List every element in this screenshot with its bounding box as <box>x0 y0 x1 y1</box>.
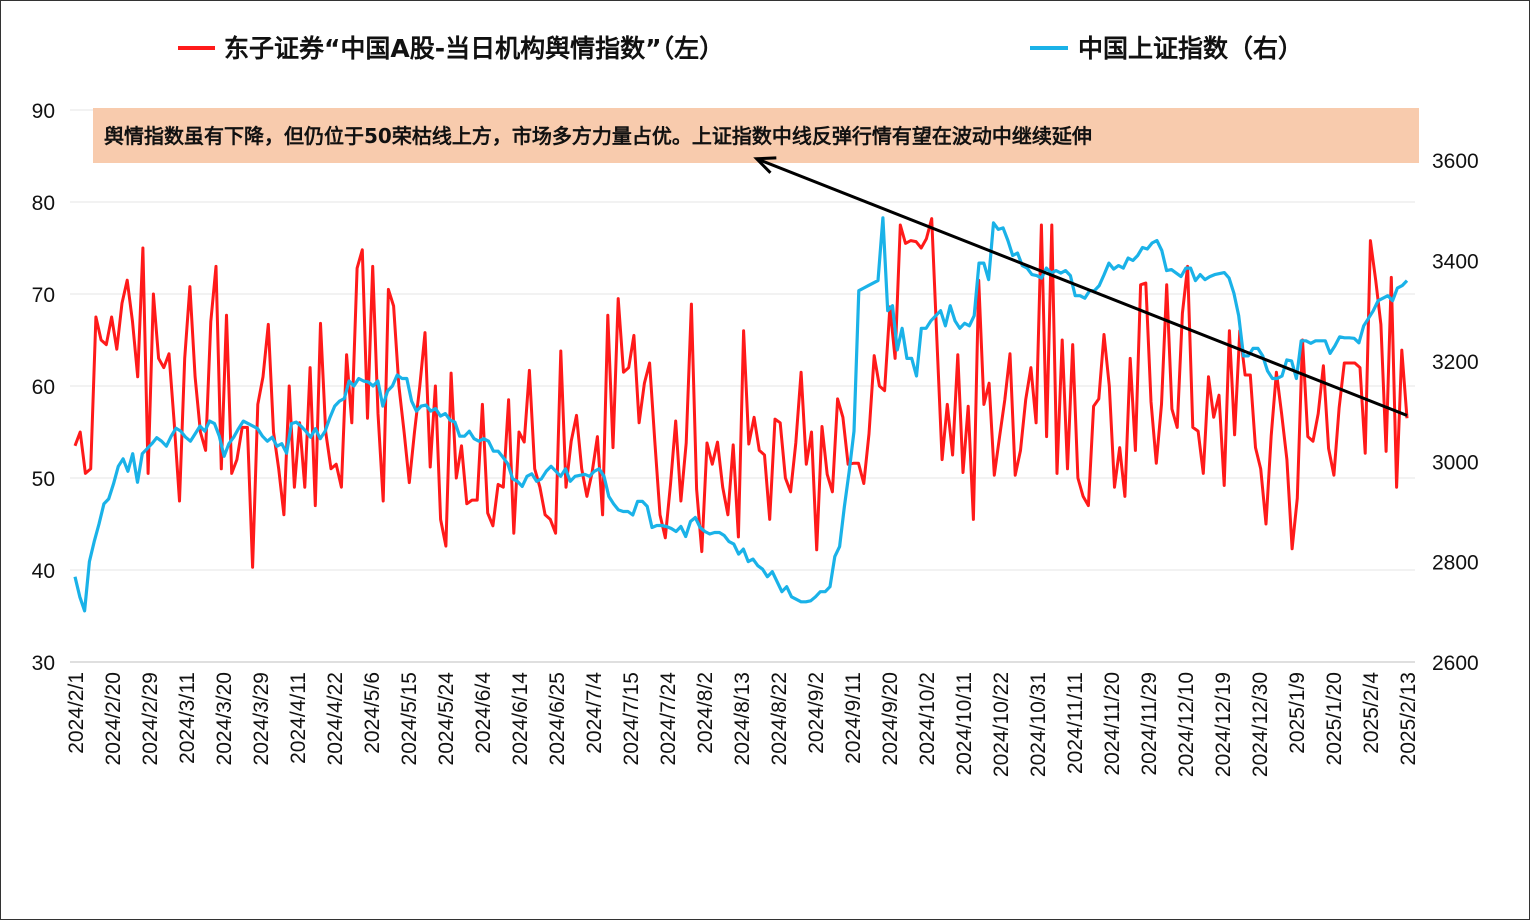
y-left-tick-label: 80 <box>32 192 55 215</box>
annotation-box <box>93 108 1419 163</box>
x-tick-label: 2024/6/4 <box>472 672 495 754</box>
x-tick-label: 2024/7/4 <box>583 672 606 754</box>
y-axis-left: 30 40 50 60 70 80 90 <box>32 100 55 675</box>
x-tick-label: 2024/7/24 <box>657 672 680 766</box>
x-tick-label: 2024/4/22 <box>324 672 347 765</box>
x-tick-label: 2025/1/20 <box>1323 672 1346 765</box>
x-tick-label: 2024/5/15 <box>398 672 421 765</box>
series-line-shanghai <box>73 216 1409 613</box>
x-tick-label: 2024/5/24 <box>435 672 458 766</box>
x-tick-label: 2024/3/29 <box>250 672 273 765</box>
x-axis: 2024/2/1 2024/2/20 2024/2/29 2024/3/11 2024/… <box>65 672 1420 777</box>
x-tick-label: 2024/2/20 <box>102 672 125 765</box>
x-tick-label: 2024/10/31 <box>1027 672 1050 777</box>
x-tick-label: 2025/1/9 <box>1286 672 1309 754</box>
y-right-tick-label: 3000 <box>1432 451 1479 474</box>
x-tick-label: 2024/7/15 <box>620 672 643 765</box>
y-left-tick-label: 90 <box>32 100 55 123</box>
x-tick-label: 2024/10/2 <box>916 672 939 765</box>
x-tick-label: 2024/8/2 <box>694 672 717 754</box>
x-tick-label: 2024/11/29 <box>1138 672 1161 776</box>
x-tick-label: 2024/12/19 <box>1212 672 1235 777</box>
legend: 东子证券“中国A股-当日机构舆情指数”（左） 中国上证指数（右） <box>178 34 1303 63</box>
x-tick-label: 2024/8/13 <box>731 672 754 765</box>
x-tick-label: 2024/10/22 <box>990 672 1013 777</box>
x-tick-label: 2025/2/13 <box>1397 672 1420 765</box>
y-left-tick-label: 30 <box>32 652 55 675</box>
x-tick-label: 2024/2/1 <box>65 672 88 754</box>
trend-arrow-line <box>756 157 1408 417</box>
x-tick-label: 2024/6/14 <box>509 672 532 766</box>
x-tick-label: 2024/2/29 <box>139 672 162 765</box>
y-right-tick-label: 2800 <box>1432 552 1479 575</box>
x-tick-label: 2024/12/30 <box>1249 672 1272 777</box>
x-tick-label: 2024/11/20 <box>1101 672 1124 776</box>
x-tick-label: 2024/9/20 <box>879 672 902 765</box>
x-tick-label: 2024/10/11 <box>953 672 976 776</box>
x-tick-label: 2024/3/11 <box>176 672 199 764</box>
x-tick-label: 2024/12/10 <box>1175 672 1198 777</box>
x-tick-label: 2024/8/22 <box>768 672 791 765</box>
x-tick-label: 2024/6/25 <box>546 672 569 765</box>
y-left-tick-label: 40 <box>32 560 55 583</box>
series-layer <box>73 216 1409 613</box>
trend-arrow-head <box>753 156 777 174</box>
y-right-tick-label: 3200 <box>1432 351 1479 374</box>
x-tick-label: 2024/9/11 <box>842 672 865 764</box>
x-tick-label: 2024/3/20 <box>213 672 236 765</box>
y-left-tick-label: 50 <box>32 468 55 491</box>
series-line-sentiment <box>73 217 1409 569</box>
y-right-tick-label: 3400 <box>1432 251 1479 274</box>
annotation: 舆情指数虽有下降，但仍位于50荣枯线上方，市场多方力量占优。上证指数中线反弹行情… <box>93 108 1419 163</box>
x-tick-label: 2024/11/11 <box>1064 672 1087 774</box>
annotation-text: 舆情指数虽有下降，但仍位于50荣枯线上方，市场多方力量占优。上证指数中线反弹行情… <box>104 124 1092 148</box>
legend-label-left: 东子证券“中国A股-当日机构舆情指数”（左） <box>224 34 724 63</box>
trend-arrow <box>753 156 1408 417</box>
y-axis-right: 2600 2800 3000 3200 3400 3600 <box>1432 150 1479 675</box>
x-tick-label: 2024/4/11 <box>287 672 310 764</box>
x-tick-label: 2024/5/6 <box>361 672 384 754</box>
legend-label-right: 中国上证指数（右） <box>1078 34 1303 63</box>
x-tick-label: 2024/9/2 <box>805 672 828 754</box>
y-left-tick-label: 60 <box>32 376 55 399</box>
x-tick-label: 2025/2/4 <box>1360 672 1383 754</box>
y-right-tick-label: 3600 <box>1432 150 1479 173</box>
y-left-tick-label: 70 <box>32 284 55 307</box>
y-right-tick-label: 2600 <box>1432 652 1479 675</box>
